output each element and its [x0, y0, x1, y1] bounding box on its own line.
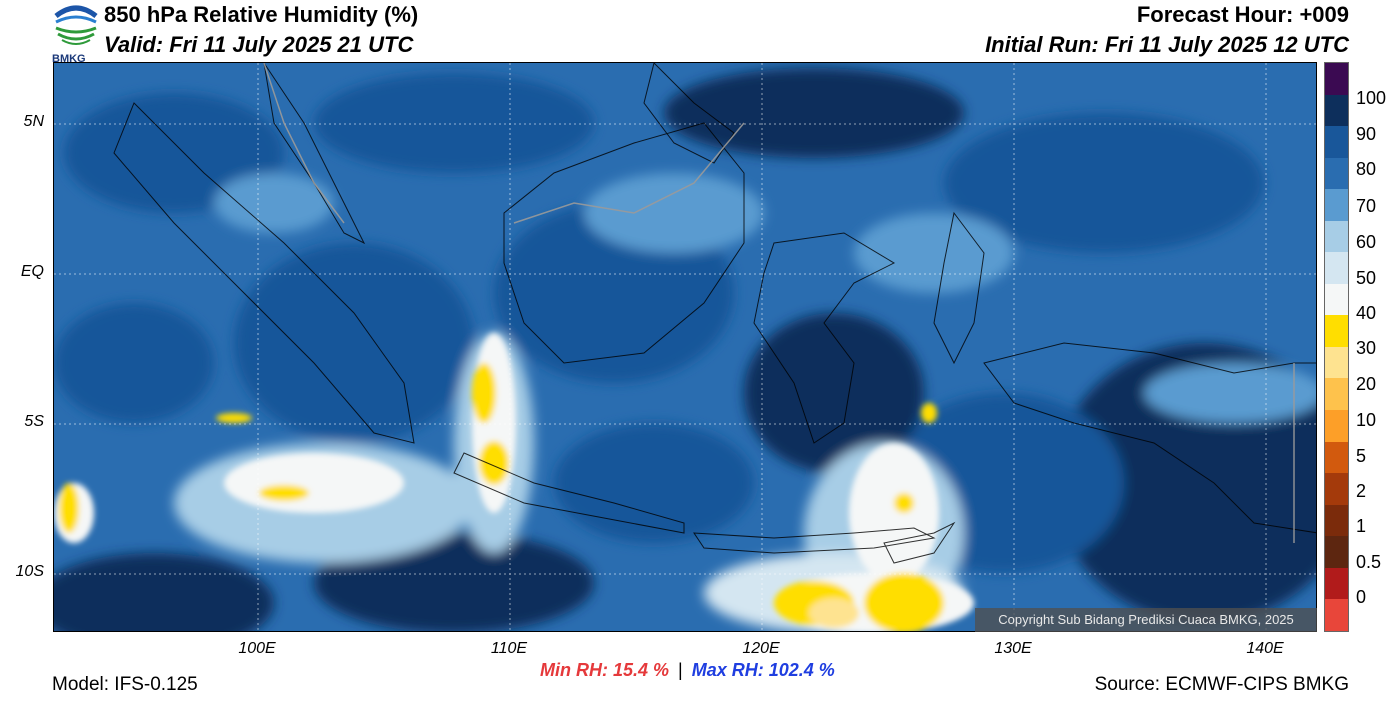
valid-time: Valid: Fri 11 July 2025 21 UTC: [104, 32, 414, 57]
forecast-hour: Forecast Hour: +009: [1136, 2, 1349, 27]
colorbar-label: 20: [1356, 374, 1377, 394]
colorbar-segment: [1325, 126, 1348, 158]
colorbar-segment: [1325, 536, 1348, 568]
colorbar-segment: [1325, 441, 1348, 474]
lat-label-5n: 5N: [23, 113, 44, 130]
initial-run: Initial Run: Fri 11 July 2025 12 UTC: [985, 32, 1349, 57]
map-canvas: [54, 63, 1316, 631]
colorbar-label: 80: [1356, 159, 1377, 179]
lon-label-130e: 130E: [994, 640, 1032, 657]
colorbar-segment: [1325, 157, 1348, 190]
sumatra-coast: [113, 102, 415, 444]
colorbar-segment: [1325, 189, 1348, 221]
colorbar-segment: [1325, 220, 1348, 253]
min-rh-value: Min RH: 15.4 %: [540, 660, 670, 680]
chart-title: 850 hPa Relative Humidity (%): [104, 2, 419, 27]
colorbar-segment: [1325, 346, 1348, 379]
colorbar-label: 50: [1356, 268, 1377, 288]
rh-range: Min RH: 15.4 % | Max RH: 102.4 %: [540, 660, 835, 681]
colorbar-segment: [1325, 567, 1348, 600]
lat-label-5s: 5S: [24, 413, 44, 430]
humidity-map: [53, 62, 1317, 632]
max-rh-value: Max RH: 102.4 %: [691, 660, 835, 680]
colorbar-segment: [1325, 283, 1348, 316]
colorbar-segment: [1325, 63, 1348, 95]
colorbar-label: 0: [1356, 587, 1367, 607]
lon-label-110e: 110E: [490, 640, 528, 657]
lesser-sunda-coast: [693, 527, 936, 554]
rh-separator: |: [678, 660, 683, 680]
lon-label-140e: 140E: [1246, 640, 1284, 657]
java-coast: [453, 452, 685, 534]
colorbar-label: 1: [1356, 516, 1367, 536]
source-label: Source: ECMWF-CIPS BMKG: [1094, 674, 1349, 695]
borneo-coast: [503, 122, 745, 364]
colorbar-label: 30: [1356, 338, 1377, 358]
colorbar-segment: [1325, 315, 1348, 347]
lat-label-10s: 10S: [15, 563, 44, 580]
philippines-coast: [643, 63, 735, 164]
colorbar-segment: [1325, 378, 1348, 411]
timor-coast: [883, 521, 956, 564]
colorbar-segment: [1325, 410, 1348, 442]
colorbar-label: 100: [1356, 88, 1387, 108]
colorbar-segment: [1325, 252, 1348, 284]
colorbar-segment: [1325, 473, 1348, 505]
colorbar-segment: [1325, 599, 1348, 631]
colorbar-label: 60: [1356, 232, 1377, 252]
bmkg-emblem-icon: [54, 2, 98, 46]
lon-label-120e: 120E: [742, 640, 780, 657]
bmkg-logo: BMKG: [52, 0, 100, 65]
lon-label-100e: 100E: [238, 640, 276, 657]
colorbar-label: 2: [1356, 481, 1367, 501]
maluku-coast: [933, 211, 985, 365]
colorbar-label: 10: [1356, 410, 1377, 430]
malay-peninsula-coast: [263, 63, 366, 245]
colorbar-segment: [1325, 94, 1348, 127]
colorbar: [1324, 62, 1349, 632]
colorbar-segment: [1325, 504, 1348, 537]
colorbar-label: 40: [1356, 303, 1377, 323]
copyright-notice: Copyright Sub Bidang Prediksi Cuaca BMKG…: [975, 608, 1317, 632]
colorbar-label: 0.5: [1356, 552, 1382, 572]
model-label: Model: IFS-0.125: [52, 674, 198, 695]
colorbar-label: 70: [1356, 196, 1377, 216]
papua-coast: [983, 342, 1316, 534]
lat-label-eq: EQ: [20, 263, 44, 280]
sulawesi-coast: [753, 232, 896, 444]
colorbar-label: 90: [1356, 124, 1377, 144]
colorbar-label: 5: [1356, 446, 1367, 466]
